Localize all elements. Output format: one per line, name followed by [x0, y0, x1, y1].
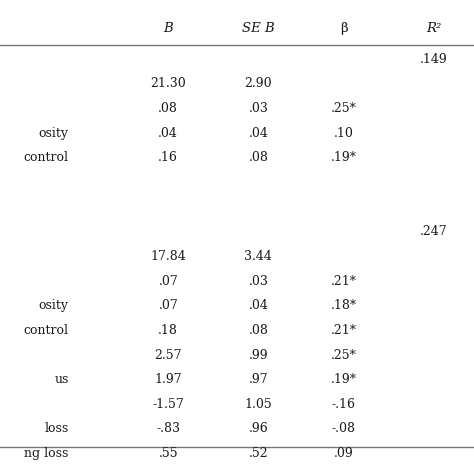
Text: 3.44: 3.44 [245, 250, 272, 263]
Text: .96: .96 [248, 422, 268, 436]
Text: .21*: .21* [331, 274, 356, 288]
Text: 21.30: 21.30 [150, 77, 186, 91]
Text: .18*: .18* [330, 299, 357, 312]
Text: osity: osity [39, 299, 69, 312]
Text: β: β [340, 22, 347, 35]
Text: .149: .149 [420, 53, 447, 66]
Text: 2.90: 2.90 [245, 77, 272, 91]
Text: B: B [164, 22, 173, 35]
Text: loss: loss [45, 422, 69, 436]
Text: .04: .04 [158, 127, 178, 140]
Text: .07: .07 [158, 299, 178, 312]
Text: .25*: .25* [331, 348, 356, 362]
Text: .55: .55 [158, 447, 178, 460]
Text: 1.97: 1.97 [155, 373, 182, 386]
Text: .08: .08 [158, 102, 178, 115]
Text: control: control [24, 151, 69, 164]
Text: 2.57: 2.57 [155, 348, 182, 362]
Text: R²: R² [426, 22, 441, 35]
Text: .04: .04 [248, 127, 268, 140]
Text: 17.84: 17.84 [150, 250, 186, 263]
Text: .18: .18 [158, 324, 178, 337]
Text: SE B: SE B [242, 22, 275, 35]
Text: -.16: -.16 [332, 398, 356, 411]
Text: .03: .03 [248, 274, 268, 288]
Text: 1.05: 1.05 [245, 398, 272, 411]
Text: .21*: .21* [331, 324, 356, 337]
Text: control: control [24, 324, 69, 337]
Text: .04: .04 [248, 299, 268, 312]
Text: .08: .08 [248, 324, 268, 337]
Text: .99: .99 [248, 348, 268, 362]
Text: .07: .07 [158, 274, 178, 288]
Text: .19*: .19* [331, 151, 356, 164]
Text: .10: .10 [334, 127, 354, 140]
Text: .03: .03 [248, 102, 268, 115]
Text: .52: .52 [248, 447, 268, 460]
Text: .247: .247 [420, 225, 447, 238]
Text: us: us [55, 373, 69, 386]
Text: .25*: .25* [331, 102, 356, 115]
Text: .16: .16 [158, 151, 178, 164]
Text: -1.57: -1.57 [153, 398, 184, 411]
Text: ng loss: ng loss [24, 447, 69, 460]
Text: .08: .08 [248, 151, 268, 164]
Text: -.83: -.83 [156, 422, 180, 436]
Text: .97: .97 [248, 373, 268, 386]
Text: osity: osity [39, 127, 69, 140]
Text: .19*: .19* [331, 373, 356, 386]
Text: -.08: -.08 [332, 422, 356, 436]
Text: .09: .09 [334, 447, 354, 460]
